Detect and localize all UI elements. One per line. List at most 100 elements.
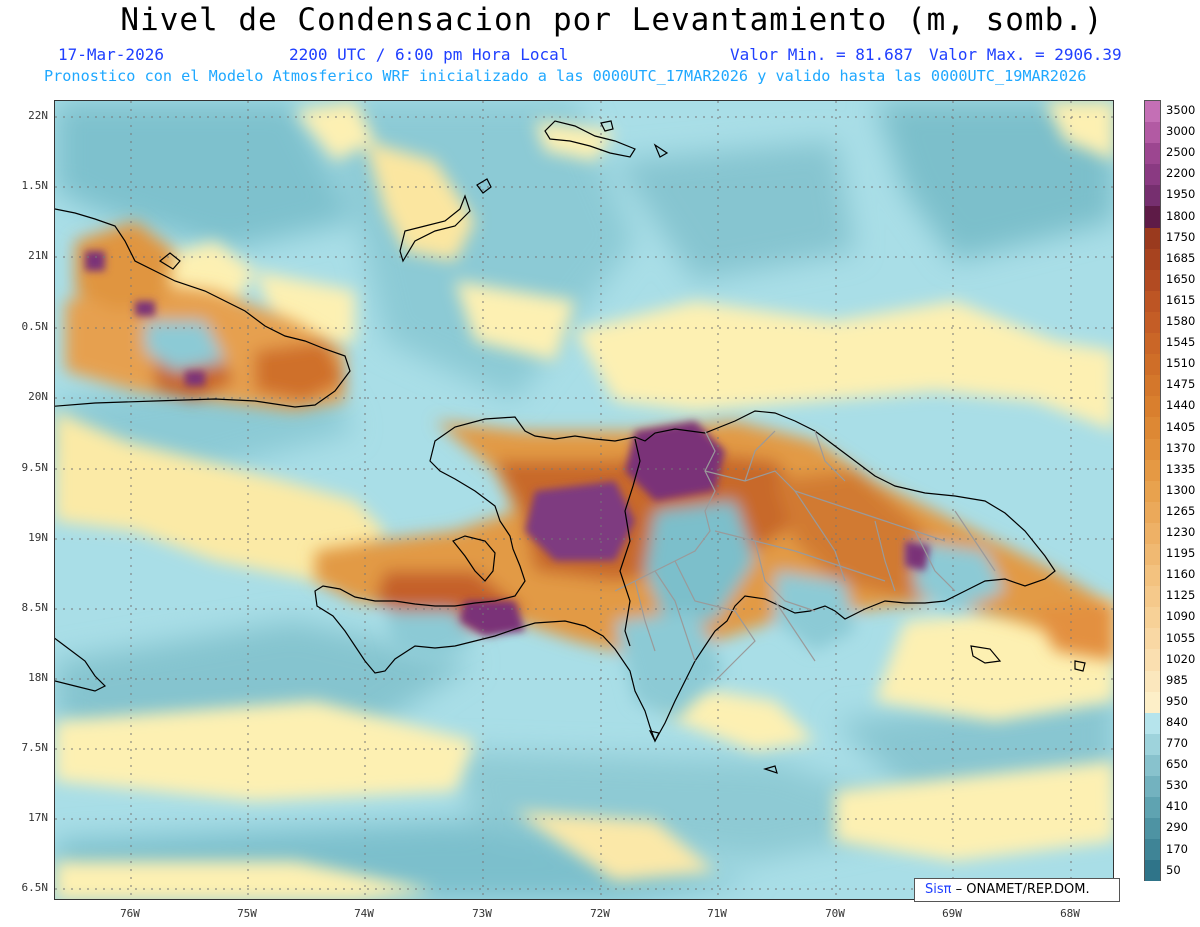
colorbar-swatch: [1145, 712, 1160, 734]
colorbar-label: 1160: [1166, 567, 1196, 582]
x-tick-label: 76W: [120, 907, 140, 920]
colorbar-label: 1265: [1166, 503, 1196, 518]
colorbar-label: 840: [1166, 714, 1188, 729]
colorbar-swatch: [1145, 248, 1160, 270]
y-tick-label: 8.5N: [21, 601, 49, 614]
colorbar-swatch: [1145, 818, 1160, 840]
colorbar-label: 1335: [1166, 461, 1196, 476]
colorbar-label: 1800: [1166, 208, 1196, 223]
colorbar-swatch: [1145, 333, 1160, 355]
colorbar-swatch: [1145, 269, 1160, 291]
colorbar-swatch: [1145, 185, 1160, 207]
forecast-date: 17-Mar-2026: [58, 45, 164, 64]
colorbar-label: 1370: [1166, 440, 1196, 455]
colorbar: [1144, 100, 1161, 882]
colorbar-label: 770: [1166, 736, 1188, 750]
x-tick-label: 68W: [1060, 907, 1080, 920]
colorbar-swatch: [1145, 396, 1160, 418]
y-tick-label: 19N: [28, 531, 48, 544]
value-max: Valor Max. = 2906.39: [929, 45, 1122, 64]
colorbar-swatch: [1145, 776, 1160, 798]
haiti-dr-border: [619, 438, 641, 647]
colorbar-label: 530: [1166, 778, 1188, 793]
colorbar-label: 1685: [1166, 250, 1196, 265]
credit-box: Sisπ – ONAMET/REP.DOM.: [914, 878, 1120, 902]
colorbar-label: 1405: [1166, 419, 1196, 434]
model-info: Pronostico con el Modelo Atmosferico WRF…: [44, 67, 1087, 85]
colorbar-label: 50: [1166, 862, 1181, 877]
colorbar-swatch: [1145, 586, 1160, 608]
colorbar-label: 1615: [1166, 292, 1196, 307]
map-canvas: [55, 101, 1113, 899]
colorbar-label: 1510: [1166, 356, 1196, 371]
x-tick-label: 74W: [354, 907, 374, 920]
colorbar-swatch: [1145, 543, 1160, 566]
x-tick-label: 71W: [707, 907, 727, 920]
coastlines: [55, 120, 1086, 774]
colorbar-swatch: [1145, 628, 1160, 650]
x-tick-label: 70W: [825, 907, 845, 920]
colorbar-swatch: [1145, 733, 1160, 755]
purple-maxima: [85, 251, 930, 636]
lat-lon-grid: [55, 101, 1113, 899]
province-borders: [614, 430, 996, 682]
colorbar-label: 2500: [1166, 145, 1196, 160]
y-tick-label: 20N: [28, 390, 48, 403]
colorbar-label: 1195: [1166, 546, 1196, 561]
map-title: Nivel de Condensacion por Levantamiento …: [120, 2, 1104, 38]
colorbar-label: 1020: [1166, 651, 1196, 666]
colorbar-swatch: [1145, 480, 1160, 502]
colorbar-swatch: [1145, 754, 1160, 776]
colorbar-swatch: [1145, 164, 1160, 186]
colorbar-swatch: [1145, 122, 1160, 144]
colorbar-swatch: [1145, 522, 1160, 544]
colorbar-label: 1475: [1166, 377, 1196, 392]
colorbar-swatch: [1145, 839, 1160, 861]
colorbar-label: 1230: [1166, 525, 1196, 539]
credit-text: – ONAMET/REP.DOM.: [955, 882, 1090, 897]
lcl-map: [54, 100, 1114, 900]
x-tick-label: 72W: [590, 907, 610, 920]
colorbar-label: 1055: [1166, 630, 1196, 645]
y-tick-label: 9.5N: [21, 461, 49, 474]
colorbar-swatch: [1145, 860, 1160, 882]
colorbar-swatch: [1145, 227, 1160, 249]
colorbar-label: 3500: [1166, 103, 1196, 117]
y-tick-label: 7.5N: [21, 741, 49, 754]
colorbar-swatch: [1145, 691, 1160, 713]
colorbar-swatch: [1145, 670, 1160, 692]
colorbar-label: 1545: [1166, 335, 1196, 350]
colorbar-label: 1750: [1166, 229, 1196, 244]
y-tick-label: 0.5N: [21, 320, 49, 333]
colorbar-swatch: [1145, 459, 1160, 481]
colorbar-swatch: [1145, 206, 1160, 228]
value-min: Valor Min. = 81.687: [730, 45, 914, 64]
y-tick-label: 6.5N: [21, 881, 49, 894]
x-tick-label: 75W: [237, 907, 257, 920]
colorbar-label: 1300: [1166, 482, 1196, 497]
colorbar-label: 2200: [1166, 166, 1196, 181]
colorbar-label: 985: [1166, 672, 1188, 687]
colorbar-swatch: [1145, 143, 1160, 165]
colorbar-swatch: [1145, 101, 1160, 123]
colorbar-label: 3000: [1166, 124, 1196, 139]
colorbar-label: 410: [1166, 799, 1188, 814]
colorbar-label: 1580: [1166, 314, 1196, 328]
colorbar-label: 170: [1166, 841, 1188, 856]
colorbar-label: 1440: [1166, 398, 1196, 413]
sispi-logo: Sisπ: [925, 882, 952, 897]
colorbar-swatch: [1145, 375, 1160, 397]
colorbar-swatch: [1145, 354, 1160, 376]
colorbar-label: 1125: [1166, 588, 1196, 603]
x-tick-label: 69W: [942, 907, 962, 920]
y-tick-label: 21N: [28, 249, 48, 262]
colorbar-swatch: [1145, 797, 1160, 819]
x-tick-label: 73W: [472, 907, 492, 920]
colorbar-swatch: [1145, 290, 1160, 312]
y-tick-label: 18N: [28, 671, 48, 684]
colorbar-swatch: [1145, 438, 1160, 460]
colorbar-label: 950: [1166, 693, 1188, 708]
colorbar-swatch: [1145, 417, 1160, 439]
colorbar-swatch: [1145, 501, 1160, 523]
colorbar-label: 650: [1166, 757, 1188, 772]
